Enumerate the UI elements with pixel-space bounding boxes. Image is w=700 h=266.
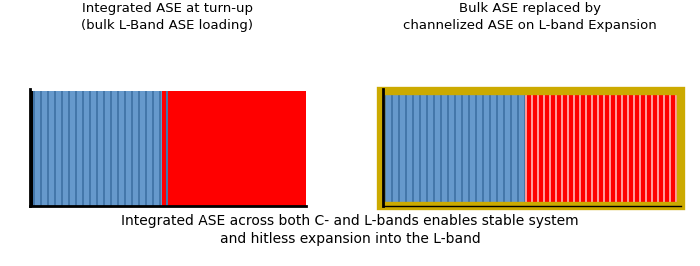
Bar bbox=[47, 91, 49, 206]
Bar bbox=[621, 91, 623, 205]
Bar bbox=[96, 91, 98, 206]
Bar bbox=[33, 91, 168, 206]
Bar bbox=[489, 91, 491, 205]
Bar bbox=[117, 91, 119, 206]
Bar bbox=[633, 91, 635, 205]
Bar bbox=[651, 91, 653, 205]
Bar bbox=[426, 91, 428, 205]
Bar bbox=[549, 91, 551, 205]
Bar bbox=[124, 91, 126, 206]
Bar bbox=[405, 91, 407, 205]
Bar bbox=[525, 91, 527, 205]
Bar bbox=[657, 91, 659, 205]
Bar bbox=[585, 91, 587, 205]
Bar bbox=[468, 91, 470, 205]
Bar bbox=[131, 91, 133, 206]
Bar bbox=[398, 91, 400, 205]
Bar bbox=[162, 91, 306, 206]
Bar bbox=[609, 91, 611, 205]
Bar bbox=[561, 91, 563, 205]
Bar bbox=[645, 91, 647, 205]
Bar bbox=[103, 91, 105, 206]
Bar bbox=[603, 91, 605, 205]
Bar bbox=[639, 91, 641, 205]
Bar bbox=[615, 91, 617, 205]
Bar bbox=[384, 91, 386, 205]
Bar bbox=[54, 91, 56, 206]
Text: Bulk ASE replaced by
channelized ASE on L-band Expansion: Bulk ASE replaced by channelized ASE on … bbox=[403, 2, 657, 32]
Bar bbox=[33, 91, 35, 206]
Bar bbox=[391, 91, 393, 205]
Bar bbox=[525, 91, 681, 205]
Bar bbox=[537, 91, 539, 205]
Bar bbox=[524, 91, 526, 205]
Bar bbox=[61, 91, 63, 206]
Bar bbox=[503, 91, 505, 205]
Bar bbox=[573, 91, 575, 205]
Bar bbox=[412, 91, 414, 205]
Bar bbox=[482, 91, 484, 205]
Bar bbox=[567, 91, 569, 205]
Bar bbox=[152, 91, 154, 206]
Bar bbox=[531, 91, 533, 205]
Bar bbox=[510, 91, 512, 205]
Bar bbox=[384, 91, 527, 205]
Bar bbox=[138, 91, 140, 206]
Bar bbox=[75, 91, 77, 206]
Bar bbox=[454, 91, 456, 205]
Bar bbox=[440, 91, 442, 205]
Bar bbox=[166, 91, 168, 206]
Bar bbox=[517, 91, 519, 205]
Bar bbox=[82, 91, 84, 206]
Bar bbox=[110, 91, 112, 206]
Bar bbox=[40, 91, 42, 206]
Bar bbox=[591, 91, 593, 205]
Bar bbox=[461, 91, 463, 205]
Bar bbox=[419, 91, 421, 205]
Bar bbox=[433, 91, 435, 205]
Bar bbox=[31, 91, 33, 206]
Text: Integrated ASE across both C- and L-bands enables stable system
and hitless expa: Integrated ASE across both C- and L-band… bbox=[121, 214, 579, 246]
Bar bbox=[675, 91, 677, 205]
Bar bbox=[579, 91, 581, 205]
Bar bbox=[669, 91, 671, 205]
Bar bbox=[475, 91, 477, 205]
Bar bbox=[597, 91, 599, 205]
Bar bbox=[496, 91, 498, 205]
Bar bbox=[381, 91, 681, 206]
Text: Integrated ASE at turn-up
(bulk L-Band ASE loading): Integrated ASE at turn-up (bulk L-Band A… bbox=[81, 2, 253, 32]
Bar bbox=[555, 91, 557, 205]
Bar bbox=[663, 91, 665, 205]
Bar bbox=[159, 91, 161, 206]
Bar bbox=[145, 91, 147, 206]
Bar bbox=[447, 91, 449, 205]
Bar bbox=[543, 91, 545, 205]
Bar bbox=[30, 91, 33, 206]
Bar bbox=[89, 91, 91, 206]
Bar bbox=[627, 91, 629, 205]
Bar bbox=[68, 91, 70, 206]
